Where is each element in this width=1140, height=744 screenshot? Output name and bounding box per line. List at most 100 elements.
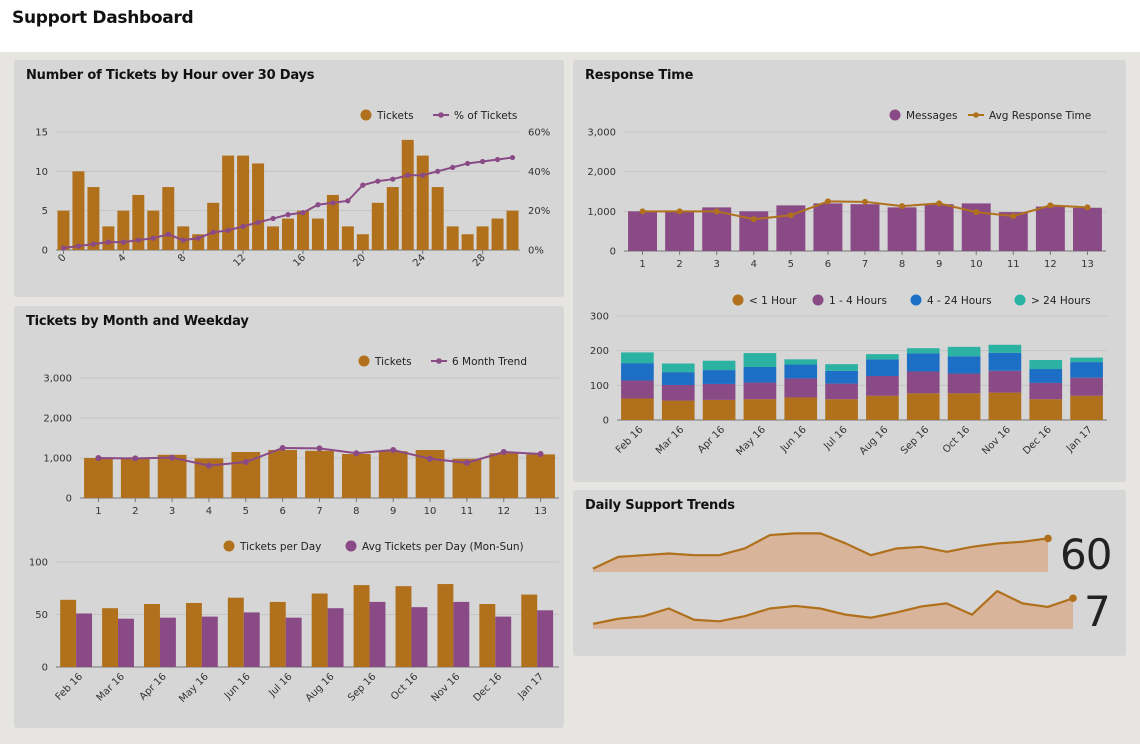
hour-legend-label: % of Tickets bbox=[454, 110, 517, 122]
hour-legend-swatch bbox=[360, 109, 372, 121]
response-trend-point bbox=[713, 208, 720, 215]
weekday-trend-point bbox=[390, 447, 397, 453]
hour-pct-point bbox=[450, 164, 456, 170]
perday-ytick-label: 50 bbox=[35, 610, 48, 621]
stacked-bar-segment bbox=[784, 378, 818, 398]
hour-bar bbox=[57, 210, 70, 250]
panel-daily-trends: Daily Support Trends 60 7 bbox=[573, 490, 1126, 656]
response-bar bbox=[702, 207, 732, 251]
perday-bar bbox=[76, 613, 93, 667]
trend1-area bbox=[593, 533, 1048, 572]
perday-xtick-label: Aug 16 bbox=[304, 671, 337, 704]
stacked-bar-segment bbox=[988, 392, 1022, 420]
stacked-xtick-label: Feb 16 bbox=[614, 424, 646, 456]
stacked-bar-segment bbox=[661, 372, 695, 385]
perday-bar bbox=[311, 593, 328, 667]
hour-bar bbox=[386, 187, 399, 250]
response-xtick-label: 12 bbox=[1044, 259, 1057, 270]
stacked-bar-segment bbox=[825, 370, 858, 384]
perday-bar bbox=[60, 599, 77, 667]
perday-bar bbox=[353, 585, 370, 667]
weekday-xtick-label: 4 bbox=[206, 506, 212, 517]
perday-ytick-label: 100 bbox=[29, 558, 48, 569]
hour-pct-point bbox=[180, 237, 186, 243]
hour-bar bbox=[326, 194, 339, 250]
stacked-bar-segment bbox=[825, 364, 858, 371]
stacked-bar-segment bbox=[621, 363, 654, 381]
hour-pct-point bbox=[225, 227, 231, 233]
stacked-bar-segment bbox=[947, 373, 981, 394]
stacked-ytick-label: 0 bbox=[603, 416, 609, 427]
hour-bar bbox=[72, 171, 85, 250]
weekday-trend-point bbox=[242, 459, 249, 465]
hour-bar bbox=[476, 226, 489, 250]
stacked-ytick-label: 300 bbox=[590, 312, 609, 323]
stacked-bar-segment bbox=[1070, 395, 1103, 420]
weekday-ytick-label: 3,000 bbox=[43, 374, 72, 385]
trend2-area bbox=[593, 591, 1073, 629]
response-bar bbox=[924, 204, 954, 251]
hour-bar bbox=[296, 210, 309, 250]
hour-bar bbox=[341, 226, 354, 250]
hour-bar bbox=[431, 187, 444, 250]
weekday-ytick-label: 1,000 bbox=[43, 454, 72, 465]
hour-bar bbox=[461, 234, 474, 250]
stacked-bar-segment bbox=[906, 353, 940, 372]
hour-xtick-label: 4 bbox=[116, 252, 128, 264]
hour-xtick-label: 24 bbox=[411, 252, 428, 269]
perday-bar bbox=[243, 612, 260, 667]
response-trend-point bbox=[899, 203, 906, 210]
hour-pct-point bbox=[270, 215, 276, 222]
hour-pct-point bbox=[195, 235, 201, 241]
hour-bar bbox=[416, 155, 429, 250]
stacked-bar-segment bbox=[988, 352, 1022, 371]
hour-bar bbox=[491, 218, 504, 250]
stacked-bar-segment bbox=[784, 397, 818, 420]
hour-pct-point bbox=[120, 239, 126, 245]
weekday-bar bbox=[157, 454, 187, 498]
stacked-bar-segment bbox=[621, 380, 654, 399]
perday-xtick-label: Nov 16 bbox=[430, 671, 463, 704]
hour-bar bbox=[192, 234, 205, 250]
perday-bar bbox=[185, 602, 202, 667]
weekday-trend-point bbox=[427, 455, 434, 462]
weekday-bar bbox=[268, 450, 298, 498]
hour-ytick-right-label: 20% bbox=[528, 206, 550, 217]
chart-tickets-per-day: 0 50 100 Feb 16 Mar 16 Apr 16 May 16 Jun 16 Jul … bbox=[29, 540, 559, 705]
stacked-bar-segment bbox=[1029, 399, 1063, 420]
stacked-bar-segment bbox=[661, 400, 695, 420]
response-trend-point bbox=[750, 216, 757, 223]
hour-bar bbox=[371, 202, 384, 250]
stacked-xtick-label: Jul 16 bbox=[821, 424, 849, 452]
stacked-bar-segment bbox=[988, 344, 1022, 353]
hour-bar bbox=[222, 155, 235, 250]
stacked-bar-segment bbox=[661, 363, 695, 373]
hour-pct-point bbox=[330, 200, 336, 206]
weekday-bar bbox=[305, 450, 334, 498]
weekday-xtick-label: 11 bbox=[461, 506, 474, 517]
perday-bar bbox=[411, 607, 428, 667]
stacked-bar-segment bbox=[743, 382, 777, 400]
response-legend-marker bbox=[973, 112, 979, 118]
trend1-end-point bbox=[1044, 534, 1052, 543]
response-bar bbox=[887, 207, 917, 251]
hour-pct-point bbox=[494, 156, 501, 163]
response-ytick-label: 3,000 bbox=[587, 128, 616, 139]
hour-ytick-label: 0 bbox=[42, 246, 48, 257]
stacked-ytick-label: 100 bbox=[590, 381, 609, 392]
hour-pct-point bbox=[315, 202, 321, 208]
perday-bar bbox=[479, 604, 496, 667]
response-bar bbox=[850, 204, 880, 251]
response-xtick-label: 3 bbox=[714, 259, 720, 270]
stacked-bar-segment bbox=[947, 346, 981, 357]
stacked-bar-segment bbox=[1070, 362, 1103, 378]
perday-bar bbox=[395, 586, 412, 667]
weekday-xtick-label: 5 bbox=[243, 506, 249, 517]
response-xtick-label: 11 bbox=[1007, 259, 1020, 270]
hour-pct-point bbox=[390, 176, 396, 182]
hour-pct-point bbox=[60, 245, 67, 251]
stacked-bar-segment bbox=[661, 384, 695, 401]
hour-bar bbox=[506, 210, 519, 250]
perday-xtick-label: Jun 16 bbox=[222, 671, 253, 702]
